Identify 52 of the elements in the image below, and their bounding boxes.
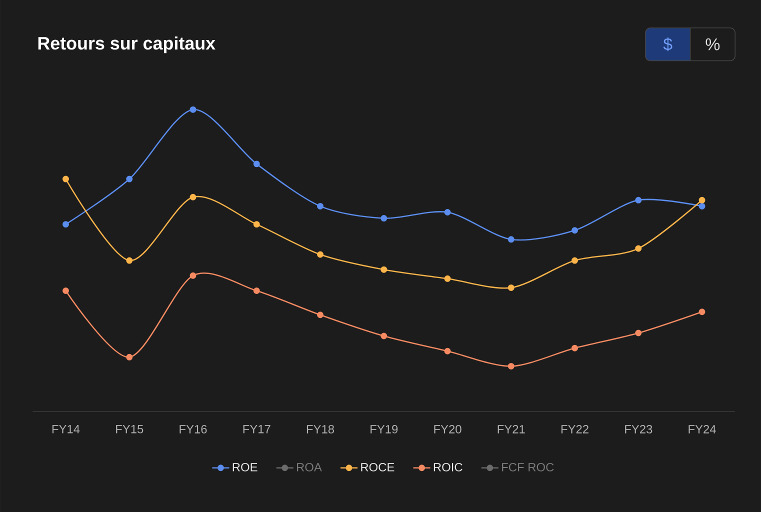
x-tick-label: FY22: [561, 424, 588, 434]
point: [62, 287, 69, 294]
point: [380, 332, 388, 340]
point: [698, 308, 706, 316]
point: [572, 227, 578, 234]
point: [508, 236, 514, 243]
x-tick-label: FY18: [306, 424, 334, 434]
point: [190, 194, 196, 200]
point: [444, 275, 451, 282]
x-tick-label: FY14: [52, 424, 80, 434]
legend-label: ROE: [232, 462, 258, 472]
x-tick-label: FY23: [625, 424, 652, 434]
point: [698, 196, 706, 204]
point: [317, 251, 324, 258]
point: [444, 348, 451, 354]
point: [253, 160, 260, 168]
point: [253, 287, 260, 294]
point: [698, 202, 706, 210]
point: [380, 214, 388, 222]
x-tick-label: FY20: [434, 424, 462, 434]
point: [317, 202, 324, 210]
legend-label: FCF ROC: [502, 462, 554, 472]
point: [635, 245, 642, 252]
point: [190, 272, 196, 279]
x-tick-label: FY24: [688, 424, 716, 434]
legend-label: ROCE: [361, 462, 394, 472]
point: [572, 257, 578, 264]
chart-title: Retours sur capitaux: [38, 36, 216, 54]
point: [508, 284, 514, 291]
point: [62, 221, 69, 228]
point: [444, 208, 451, 216]
point: [126, 257, 133, 264]
point: [126, 354, 133, 360]
point: [253, 221, 260, 228]
point: [508, 362, 514, 370]
point: [317, 312, 324, 318]
x-tick-label: FY16: [180, 424, 207, 434]
text: %: [706, 38, 720, 50]
point: [572, 344, 578, 352]
legend-label: ROA: [297, 462, 322, 472]
x-tick-label: FY17: [243, 424, 270, 434]
point: [635, 196, 642, 204]
x-tick-label: FY21: [498, 424, 525, 434]
x-tick-label: FY15: [116, 424, 144, 434]
point: [126, 176, 133, 182]
point: [380, 266, 388, 273]
legend-label: ROIC: [434, 462, 462, 472]
text: $: [663, 37, 672, 52]
x-tick-label: FY19: [370, 424, 398, 434]
point: [190, 106, 196, 113]
point: [635, 330, 642, 336]
point: [62, 176, 69, 182]
